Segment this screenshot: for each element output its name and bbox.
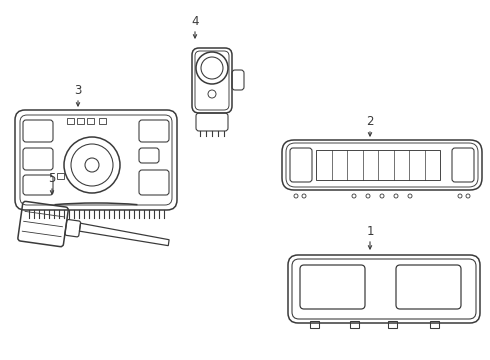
Bar — [87, 118, 94, 124]
Text: 5: 5 — [49, 172, 56, 185]
Bar — [316, 150, 440, 180]
Text: 4: 4 — [191, 15, 199, 28]
Bar — [99, 118, 106, 124]
Text: 1: 1 — [366, 225, 374, 238]
Bar — [67, 118, 74, 124]
Bar — [350, 321, 359, 328]
Bar — [57, 173, 64, 179]
Bar — [430, 321, 439, 328]
Bar — [388, 321, 397, 328]
Text: 2: 2 — [366, 115, 374, 128]
Bar — [310, 321, 319, 328]
Bar — [77, 118, 84, 124]
Text: 3: 3 — [74, 84, 82, 97]
